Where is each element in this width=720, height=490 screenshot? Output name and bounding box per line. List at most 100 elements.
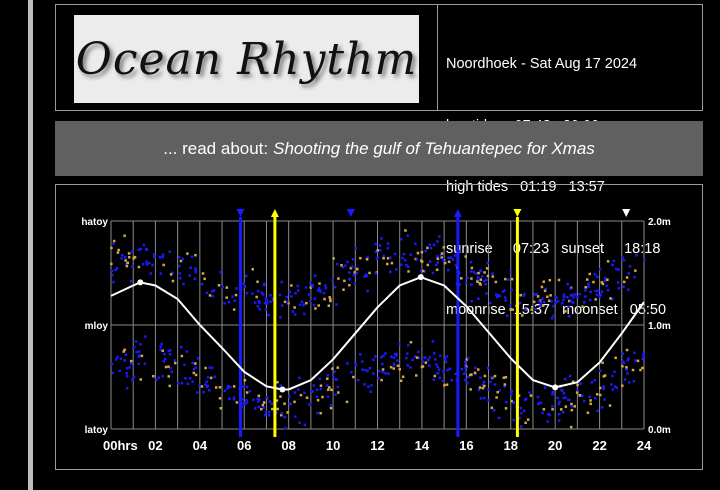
swell-dot	[598, 267, 602, 271]
swell-dot	[510, 277, 514, 281]
swell-dot	[280, 304, 284, 307]
swell-dot	[251, 267, 254, 271]
swell-dot	[568, 299, 571, 303]
high-tides: high tides 01:19 13:57	[446, 179, 605, 195]
swell-dot	[540, 285, 544, 289]
swell-dot	[243, 285, 247, 288]
swell-dot	[303, 423, 307, 427]
swell-dot	[574, 293, 577, 296]
swell-dot	[595, 393, 599, 396]
swell-dot	[208, 294, 212, 297]
swell-dot	[417, 356, 420, 360]
swell-dot	[415, 374, 418, 377]
swell-dot	[494, 293, 498, 296]
swell-dot	[378, 244, 382, 247]
swell-dot	[350, 371, 353, 374]
swell-dot	[609, 297, 612, 300]
swell-dot	[625, 366, 628, 369]
swell-dot	[235, 287, 238, 290]
swell-dot	[566, 282, 569, 286]
swell-dot	[180, 354, 184, 358]
swell-dot	[130, 362, 133, 365]
swell-dot	[394, 354, 398, 357]
swell-dot	[296, 289, 300, 292]
swell-dot	[546, 420, 549, 423]
swell-dot	[294, 415, 297, 418]
swell-dot	[390, 355, 393, 359]
swell-dot	[181, 257, 185, 261]
swell-dot	[436, 261, 440, 264]
swell-dot	[556, 299, 560, 303]
swell-dot	[454, 263, 458, 267]
swell-dot	[372, 358, 375, 361]
swell-dot	[314, 307, 317, 310]
swell-dot	[186, 382, 190, 386]
swell-dot	[341, 265, 345, 269]
swell-dot	[196, 357, 200, 360]
swell-dot	[280, 413, 283, 417]
event-marker-down-icon	[622, 209, 631, 217]
swell-dot	[368, 366, 372, 370]
swell-dot	[608, 404, 612, 407]
swell-dot	[265, 396, 269, 399]
swell-dot	[493, 374, 497, 378]
swell-dot	[123, 348, 126, 352]
swell-dot	[406, 364, 409, 367]
swell-dot	[564, 396, 567, 400]
swell-dot	[256, 280, 259, 284]
swell-dot	[509, 392, 513, 396]
ocean-rhythm-logo[interactable]: Ocean Rhythm	[74, 15, 419, 103]
swell-dot	[355, 271, 359, 275]
swell-dot	[512, 418, 515, 422]
swell-dot	[288, 290, 292, 294]
swell-dot	[287, 301, 290, 305]
swell-dot	[325, 384, 329, 387]
swell-dot	[489, 301, 492, 305]
swell-dot	[401, 375, 405, 379]
swell-dot	[454, 254, 457, 257]
swell-dot	[611, 374, 614, 378]
swell-dot	[193, 277, 197, 280]
swell-dot	[564, 310, 567, 313]
swell-dot	[532, 300, 536, 304]
swell-dot	[326, 374, 329, 377]
article-link[interactable]: Shooting the gulf of Tehuantepec for Xma…	[273, 138, 595, 158]
swell-dot	[308, 281, 312, 284]
swell-dot	[318, 377, 321, 381]
swell-dot	[625, 368, 628, 372]
swell-dot	[140, 354, 144, 358]
swell-dot	[432, 243, 436, 247]
swell-dot	[443, 384, 446, 387]
swell-dot	[228, 397, 231, 400]
swell-dot	[118, 369, 121, 373]
swell-dot	[411, 358, 414, 362]
swell-dot	[218, 386, 222, 389]
swell-dot	[374, 355, 377, 358]
swell-dot	[606, 260, 610, 263]
swell-dot	[536, 402, 540, 406]
read-about-label: ... read about:	[163, 138, 269, 158]
swell-dot	[208, 366, 211, 369]
swell-dot	[570, 402, 573, 406]
swell-dot	[125, 371, 128, 375]
swell-dot	[588, 395, 591, 398]
swell-dot	[406, 234, 409, 237]
swell-dot	[447, 268, 450, 272]
swell-dot	[382, 354, 385, 358]
swell-dot	[392, 356, 396, 360]
swell-dot	[269, 293, 272, 297]
swell-dot	[399, 379, 403, 382]
swell-dot	[409, 340, 413, 344]
swell-dot	[403, 258, 407, 262]
swell-dot	[625, 348, 629, 352]
swell-dot	[567, 315, 571, 318]
swell-dot	[168, 384, 171, 388]
swell-dot	[479, 397, 483, 400]
swell-dot	[491, 275, 495, 278]
swell-dot	[503, 383, 507, 386]
swell-dot	[578, 292, 581, 296]
swell-dot	[258, 301, 261, 304]
event-marker-down-icon	[346, 209, 355, 217]
swell-dot	[354, 362, 357, 365]
swell-dot	[548, 413, 552, 417]
